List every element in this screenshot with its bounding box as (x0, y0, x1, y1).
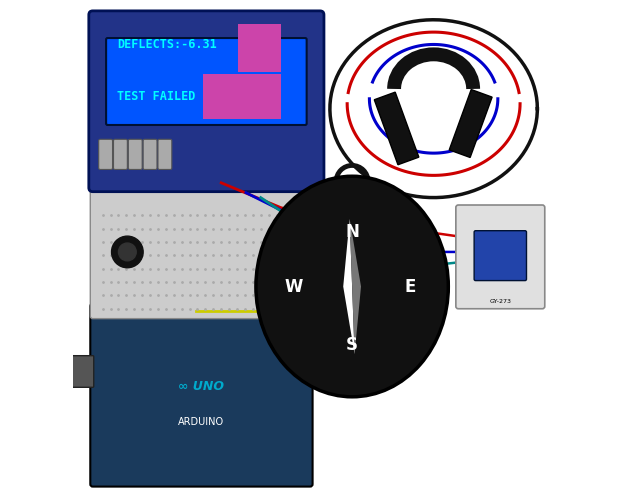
Text: N: N (345, 223, 359, 241)
Polygon shape (374, 92, 419, 165)
FancyBboxPatch shape (99, 139, 113, 169)
Bar (102, 301, 106, 309)
Bar (217, 301, 220, 309)
FancyBboxPatch shape (129, 139, 142, 169)
Bar (184, 301, 187, 309)
Text: ∞ UNO: ∞ UNO (179, 380, 225, 393)
Text: DEFLECTS:-6.31: DEFLECTS:-6.31 (118, 38, 217, 51)
Bar (282, 301, 285, 309)
Bar (119, 301, 122, 309)
Text: E: E (404, 278, 416, 295)
Polygon shape (449, 89, 492, 158)
FancyBboxPatch shape (474, 231, 527, 281)
Bar (266, 301, 269, 309)
Text: W: W (285, 278, 303, 295)
Bar (168, 301, 171, 309)
Text: TEST FAILED: TEST FAILED (118, 90, 196, 103)
Bar (233, 301, 236, 309)
FancyBboxPatch shape (113, 139, 127, 169)
FancyBboxPatch shape (90, 180, 323, 319)
Circle shape (111, 236, 143, 268)
FancyBboxPatch shape (456, 205, 545, 309)
FancyBboxPatch shape (204, 74, 281, 119)
FancyBboxPatch shape (90, 304, 312, 487)
Ellipse shape (256, 176, 448, 397)
FancyBboxPatch shape (106, 38, 307, 125)
FancyBboxPatch shape (158, 139, 172, 169)
Polygon shape (349, 219, 361, 354)
FancyBboxPatch shape (143, 139, 157, 169)
FancyBboxPatch shape (89, 11, 324, 192)
Circle shape (118, 243, 136, 261)
Bar (135, 301, 138, 309)
Bar (200, 301, 204, 309)
Polygon shape (343, 219, 355, 354)
FancyBboxPatch shape (238, 24, 281, 72)
Text: GY-273: GY-273 (490, 299, 511, 304)
FancyBboxPatch shape (72, 356, 93, 387)
Bar (250, 301, 252, 309)
Bar (152, 301, 154, 309)
Text: ARDUINO: ARDUINO (179, 417, 225, 427)
Text: S: S (346, 336, 358, 354)
